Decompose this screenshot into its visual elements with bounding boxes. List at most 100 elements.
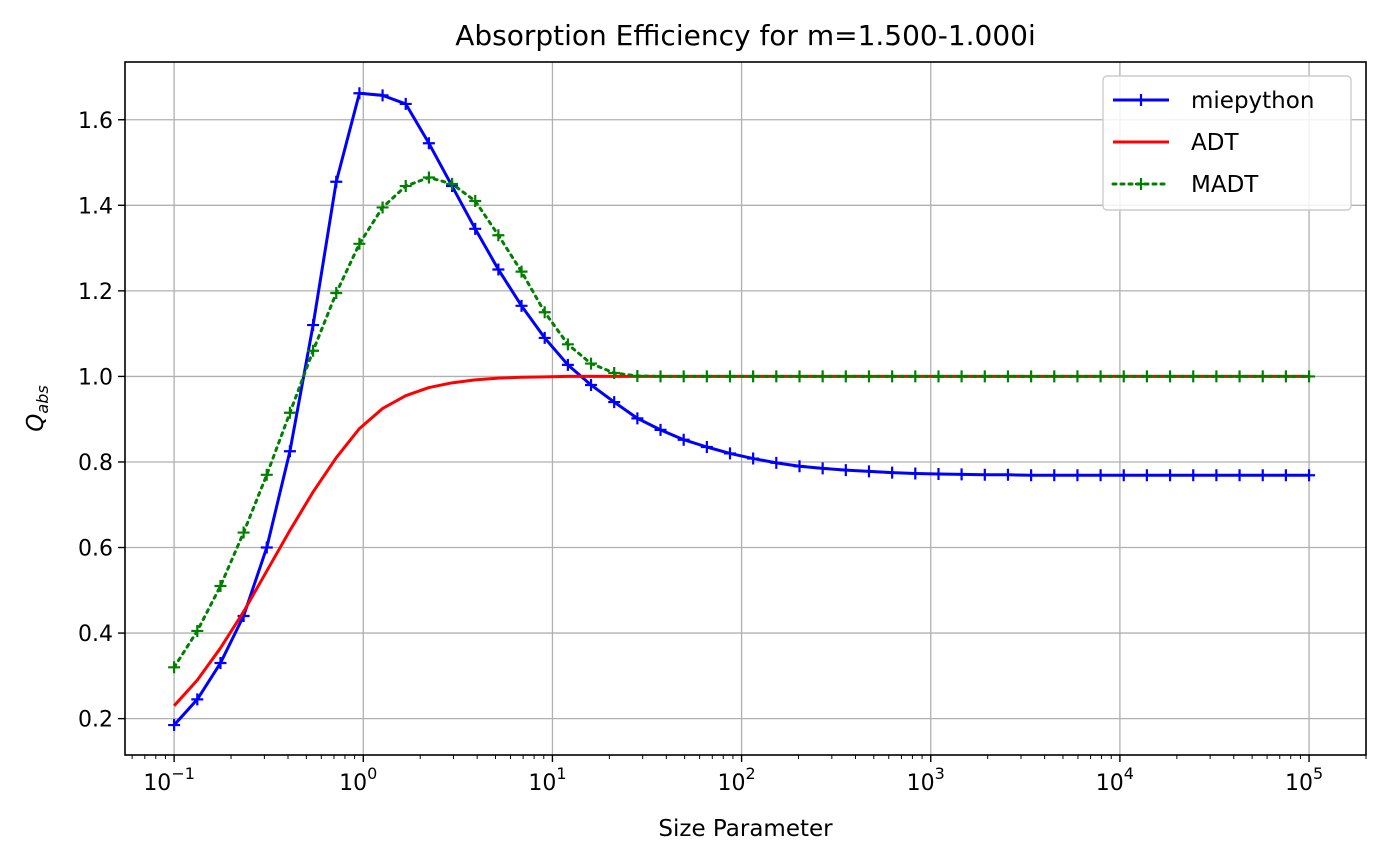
series-miepython bbox=[168, 87, 1316, 732]
data-point-miepython bbox=[191, 693, 204, 706]
y-tick-label: 0.6 bbox=[78, 537, 113, 562]
data-point-miepython bbox=[538, 331, 551, 344]
data-point-madt bbox=[422, 171, 435, 184]
data-point-madt bbox=[978, 370, 991, 383]
data-point-miepython bbox=[168, 719, 181, 732]
legend: miepython ADT MADT bbox=[1102, 75, 1352, 211]
data-point-miepython bbox=[1233, 469, 1246, 482]
data-point-madt bbox=[1025, 370, 1038, 383]
plot-frame bbox=[124, 61, 1367, 756]
data-point-madt bbox=[585, 357, 598, 370]
data-point-madt bbox=[260, 468, 273, 481]
data-point-miepython bbox=[724, 447, 737, 460]
legend-marker-miepython bbox=[1135, 94, 1147, 106]
data-point-miepython bbox=[422, 137, 435, 150]
data-point-miepython bbox=[1071, 469, 1084, 482]
data-point-miepython bbox=[330, 175, 343, 188]
data-point-madt bbox=[839, 370, 852, 383]
data-point-madt bbox=[654, 370, 667, 383]
data-point-miepython bbox=[1303, 469, 1316, 482]
x-tick-label: 101 bbox=[528, 764, 566, 796]
data-point-madt bbox=[330, 287, 343, 299]
data-point-miepython bbox=[909, 467, 922, 480]
data-point-madt bbox=[1094, 370, 1107, 383]
y-axis-title-main: Q bbox=[23, 414, 49, 432]
data-point-madt bbox=[724, 370, 737, 383]
data-point-madt bbox=[1303, 370, 1316, 383]
data-point-miepython bbox=[260, 541, 273, 554]
data-point-madt bbox=[1164, 370, 1177, 383]
y-tick-label: 1.2 bbox=[78, 280, 113, 305]
y-tick-label: 0.8 bbox=[78, 451, 113, 476]
data-point-miepython bbox=[747, 452, 760, 465]
data-point-madt bbox=[446, 177, 459, 190]
data-point-miepython bbox=[515, 299, 528, 312]
data-point-miepython bbox=[214, 657, 227, 670]
legend-label-madt: MADT bbox=[1191, 172, 1259, 198]
y-tick-label: 1.4 bbox=[78, 194, 113, 219]
data-point-madt bbox=[1048, 370, 1061, 383]
data-point-miepython bbox=[1025, 469, 1038, 482]
legend-entry-miepython: miepython bbox=[1113, 88, 1314, 114]
data-point-madt bbox=[168, 661, 181, 674]
data-point-miepython bbox=[585, 378, 598, 391]
legend-marker-madt bbox=[1135, 178, 1147, 190]
data-point-madt bbox=[608, 366, 621, 379]
tick-layer: 0.2 0.4 0.6 0.8 1.0 1.2 1.4 1.6 10−1 100 101 102 103… bbox=[78, 109, 1323, 796]
data-point-madt bbox=[399, 180, 412, 193]
data-point-madt bbox=[538, 306, 551, 319]
data-point-miepython bbox=[631, 412, 644, 425]
legend-entry-adt: ADT bbox=[1113, 130, 1239, 156]
data-point-madt bbox=[1233, 370, 1246, 383]
grid-layer bbox=[125, 62, 1366, 755]
data-point-miepython bbox=[399, 97, 412, 110]
data-point-miepython bbox=[1210, 469, 1223, 482]
data-point-madt bbox=[214, 580, 227, 593]
data-point-madt bbox=[770, 370, 783, 383]
data-point-miepython bbox=[1279, 469, 1292, 482]
data-point-miepython bbox=[608, 396, 621, 409]
data-point-madt bbox=[793, 370, 806, 383]
data-point-madt bbox=[237, 526, 250, 539]
y-axis-title: Qabs bbox=[23, 385, 52, 431]
data-point-madt bbox=[1256, 370, 1269, 383]
data-point-madt bbox=[1210, 370, 1223, 383]
data-point-madt bbox=[747, 370, 760, 383]
x-tick-label: 103 bbox=[907, 764, 945, 796]
data-point-miepython bbox=[1001, 468, 1014, 481]
x-tick-label: 10−1 bbox=[143, 764, 195, 796]
data-point-miepython bbox=[816, 462, 829, 475]
data-point-miepython bbox=[1187, 469, 1200, 482]
data-point-madt bbox=[955, 370, 968, 383]
y-tick-label: 1.0 bbox=[78, 365, 113, 390]
data-point-miepython bbox=[932, 467, 945, 480]
data-point-madt bbox=[492, 229, 505, 242]
data-point-miepython bbox=[886, 466, 899, 479]
data-point-miepython bbox=[770, 456, 783, 469]
data-point-madt bbox=[862, 370, 875, 383]
data-point-madt bbox=[631, 369, 644, 382]
series-layer bbox=[168, 87, 1316, 732]
data-point-miepython bbox=[492, 263, 505, 276]
data-point-miepython bbox=[376, 89, 389, 102]
data-point-miepython bbox=[1140, 469, 1153, 482]
x-tick-label: 105 bbox=[1285, 764, 1323, 796]
data-point-miepython bbox=[307, 319, 320, 332]
data-point-madt bbox=[376, 201, 389, 214]
x-tick-label: 100 bbox=[339, 764, 377, 796]
data-point-madt bbox=[307, 344, 320, 357]
data-point-madt bbox=[469, 195, 482, 208]
data-point-miepython bbox=[677, 433, 690, 446]
data-point-madt bbox=[1071, 370, 1084, 383]
legend-label-miepython: miepython bbox=[1191, 88, 1314, 114]
data-point-madt bbox=[886, 370, 899, 383]
data-point-miepython bbox=[1048, 469, 1061, 482]
data-point-miepython bbox=[839, 464, 852, 477]
x-tick-label: 102 bbox=[717, 764, 755, 796]
y-axis-title-subscript: abs bbox=[33, 385, 52, 413]
data-point-madt bbox=[1140, 370, 1153, 383]
legend-box bbox=[1102, 75, 1352, 211]
data-point-miepython bbox=[1117, 469, 1130, 482]
data-point-madt bbox=[1279, 370, 1292, 383]
